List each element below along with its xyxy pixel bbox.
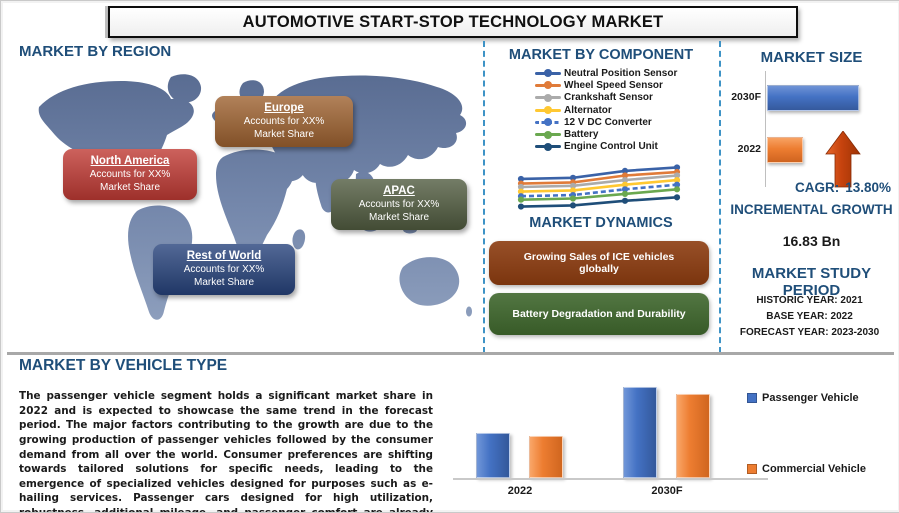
legend-label: Commercial Vehicle — [762, 463, 866, 475]
line-marker-icon — [535, 69, 561, 78]
region-share-line: Market Share — [253, 129, 315, 140]
dynamics-driver-box: Growing Sales of ICE vehicles globally — [489, 241, 709, 285]
region-callout-apac: APAC Accounts for XX% Market Share — [331, 179, 467, 230]
line-marker-icon — [535, 106, 561, 115]
cagr-value: 13.80% — [845, 180, 891, 195]
component-section-heading: MARKET BY COMPONENT — [508, 47, 694, 63]
line-marker-icon — [535, 93, 561, 102]
study-period-heading: MARKET STUDY PERIOD — [751, 265, 872, 299]
region-callout-north-america: North America Accounts for XX% Market Sh… — [63, 149, 197, 200]
market-size-category: 2030F — [731, 91, 761, 103]
region-name: Rest of World — [186, 250, 262, 262]
region-share-line: Accounts for XX% — [243, 116, 325, 127]
dynamics-driver-label: Growing Sales of ICE vehicles globally — [523, 251, 675, 275]
legend-swatch-icon — [747, 464, 757, 474]
region-share-line: Market Share — [368, 212, 430, 223]
legend-item: Battery — [535, 128, 677, 140]
vehicle-type-paragraph: The passenger vehicle segment holds a si… — [19, 390, 433, 513]
legend-label: Battery — [564, 129, 599, 141]
legend-label: Engine Control Unit — [564, 141, 658, 153]
market-size-bar-2022 — [767, 137, 803, 163]
bar-commercial-2030f — [676, 393, 710, 478]
page-title: AUTOMOTIVE START-STOP TECHNOLOGY MARKET — [242, 12, 664, 31]
line-marker-icon — [535, 142, 561, 151]
region-share-line: Market Share — [99, 182, 161, 193]
region-share-line: Accounts for XX% — [358, 199, 440, 210]
legend-item: Crankshaft Sensor — [535, 92, 677, 104]
legend-item: Engine Control Unit — [535, 141, 677, 153]
cagr-label: CAGR: — [794, 180, 840, 195]
region-share-line: Accounts for XX% — [89, 169, 171, 180]
cagr-line: CAGR: 13.80% — [725, 180, 891, 195]
vehicle-type-chart — [446, 368, 771, 478]
horizontal-divider — [7, 352, 894, 355]
dynamics-restraint-label: Battery Degradation and Durability — [512, 308, 686, 320]
legend-label: Passenger Vehicle — [762, 392, 859, 404]
vertical-divider — [719, 41, 721, 353]
incremental-growth-heading: INCREMENTAL GROWTH — [730, 202, 893, 217]
base-year: BASE YEAR: 2022 — [766, 311, 853, 322]
legend-item: Alternator — [535, 104, 677, 116]
vehicle-type-heading: MARKET BY VEHICLE TYPE — [19, 357, 228, 374]
legend-label: Neutral Position Sensor — [564, 67, 678, 79]
incremental-growth-value: 16.83 Bn — [782, 233, 841, 249]
region-share-line: Market Share — [193, 277, 255, 288]
vehicle-type-category: 2022 — [507, 485, 533, 497]
vehicle-legend-passenger: Passenger Vehicle — [747, 392, 859, 404]
vehicle-type-category: 2030F — [651, 485, 683, 497]
legend-label: 12 V DC Converter — [564, 116, 652, 128]
component-trend-chart — [517, 164, 681, 210]
legend-label: Wheel Speed Sensor — [564, 79, 663, 91]
legend-item: Wheel Speed Sensor — [535, 79, 677, 91]
region-callout-europe: Europe Accounts for XX% Market Share — [215, 96, 353, 147]
region-name: North America — [90, 155, 170, 167]
legend-item: Neutral Position Sensor — [535, 67, 677, 79]
growth-arrow-icon — [825, 131, 861, 188]
bar-passenger-2022 — [476, 432, 510, 478]
line-marker-icon — [535, 81, 561, 90]
region-callout-rest-of-world: Rest of World Accounts for XX% Market Sh… — [153, 244, 295, 295]
forecast-year: FORECAST YEAR: 2023-2030 — [739, 327, 880, 338]
legend-label: Alternator — [564, 104, 612, 116]
line-marker-icon — [535, 130, 561, 139]
dynamics-restraint-box: Battery Degradation and Durability — [489, 293, 709, 335]
region-name: APAC — [383, 185, 415, 197]
bar-passenger-2030f — [623, 387, 657, 478]
bar-commercial-2022 — [529, 436, 563, 478]
region-name: Europe — [264, 102, 304, 114]
dynamics-section-heading: MARKET DYNAMICS — [529, 215, 673, 231]
region-share-line: Accounts for XX% — [183, 264, 265, 275]
region-section-heading: MARKET BY REGION — [19, 43, 172, 60]
market-size-axis — [765, 71, 766, 187]
vertical-divider — [483, 41, 485, 353]
vehicle-legend-commercial: Commercial Vehicle — [747, 463, 866, 475]
component-legend: Neutral Position Sensor Wheel Speed Sens… — [535, 67, 677, 153]
historic-year: HISTORIC YEAR: 2021 — [756, 295, 863, 306]
dashed-line-marker-icon — [535, 118, 561, 127]
market-size-category: 2022 — [737, 143, 761, 155]
market-size-bar-2030f — [767, 85, 859, 111]
legend-label: Crankshaft Sensor — [564, 92, 653, 104]
legend-swatch-icon — [747, 393, 757, 403]
vehicle-type-axis — [453, 478, 768, 480]
market-size-heading: MARKET SIZE — [760, 49, 863, 66]
legend-item: 12 V DC Converter — [535, 116, 677, 128]
title-banner: AUTOMOTIVE START-STOP TECHNOLOGY MARKET — [108, 6, 798, 38]
study-period-rows: HISTORIC YEAR: 2021 BASE YEAR: 2022 FORE… — [719, 293, 899, 341]
